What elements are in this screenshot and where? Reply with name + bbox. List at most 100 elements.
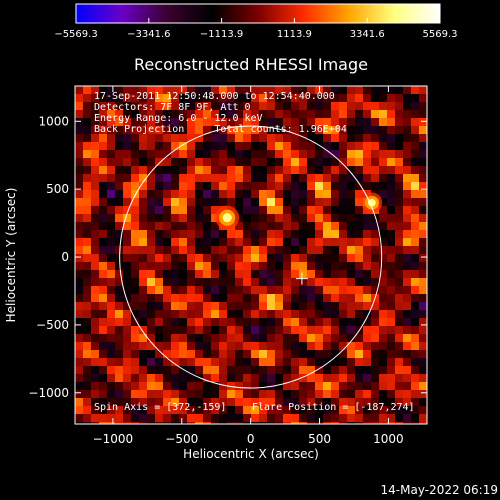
heatmap-cell [83, 110, 92, 119]
heatmap-cell [283, 166, 292, 175]
heatmap-cell [259, 230, 268, 239]
heatmap-cell [155, 422, 164, 424]
heatmap-cell [227, 246, 236, 255]
heatmap-cell [283, 310, 292, 319]
heatmap-cell [331, 150, 340, 159]
heatmap-cell [331, 382, 340, 391]
heatmap-cell [235, 382, 244, 391]
heatmap-cell [363, 262, 372, 271]
heatmap-cell [251, 414, 260, 423]
heatmap-cell [251, 294, 260, 303]
heatmap-cell [363, 166, 372, 175]
heatmap-cell [299, 350, 308, 359]
heatmap-cell [355, 102, 364, 111]
heatmap-cell [147, 382, 156, 391]
heatmap-cell [163, 414, 172, 423]
heatmap-cell [259, 198, 268, 207]
heatmap-cell [411, 238, 420, 247]
heatmap-cell [323, 310, 332, 319]
heatmap-cell [395, 262, 404, 271]
heatmap-cell [339, 342, 348, 351]
heatmap-cell [339, 94, 348, 103]
heatmap-cell [411, 342, 420, 351]
heatmap-cell [411, 318, 420, 327]
heatmap-cell [115, 102, 124, 111]
heatmap-cell [387, 102, 396, 111]
heatmap-cell [259, 358, 268, 367]
heatmap-cell [211, 318, 220, 327]
heatmap-cell [395, 150, 404, 159]
heatmap-cell [171, 206, 180, 215]
heatmap-cell [411, 214, 420, 223]
heatmap-cell [411, 86, 420, 95]
heatmap-cell [267, 158, 276, 167]
heatmap-cell [203, 422, 212, 424]
heatmap-cell [147, 158, 156, 167]
heatmap-cell [115, 294, 124, 303]
heatmap-cell [211, 270, 220, 279]
heatmap-cell [259, 134, 268, 143]
heatmap-cell [371, 342, 380, 351]
heatmap-cell [251, 182, 260, 191]
heatmap-cell [219, 246, 228, 255]
heatmap-cell [299, 374, 308, 383]
heatmap-cell [371, 182, 380, 191]
disk-center-marker [295, 272, 308, 285]
heatmap-cell [203, 206, 212, 215]
heatmap-cell [315, 262, 324, 271]
heatmap-cell [419, 102, 427, 111]
heatmap-cell [99, 142, 108, 151]
heatmap-cell [251, 302, 260, 311]
heatmap-cell [219, 238, 228, 247]
heatmap-cell [235, 158, 244, 167]
heatmap-cell [91, 350, 100, 359]
heatmap-cell [163, 390, 172, 399]
heatmap-cell [299, 134, 308, 143]
heatmap-cell [395, 174, 404, 183]
heatmap-cell [131, 94, 140, 103]
heatmap-cell [99, 278, 108, 287]
heatmap-cell [323, 118, 332, 127]
heatmap-cell [163, 134, 172, 143]
heatmap-cell [347, 254, 356, 263]
heatmap-cell [187, 358, 196, 367]
heatmap-cell [283, 382, 292, 391]
heatmap-cell [355, 118, 364, 127]
heatmap-cell [387, 286, 396, 295]
heatmap-cell [347, 110, 356, 119]
heatmap-cell [211, 126, 220, 135]
heatmap-cell [419, 294, 427, 303]
heatmap-cell [259, 310, 268, 319]
heatmap-cell [227, 94, 236, 103]
heatmap-cell [131, 222, 140, 231]
spin-axis-label: Spin Axis = [372,-159] [94, 402, 226, 413]
heatmap-cell [371, 318, 380, 327]
heatmap-cell [147, 118, 156, 127]
heatmap-cell [147, 198, 156, 207]
heatmap-cell [347, 414, 356, 423]
heatmap-cell [259, 302, 268, 311]
heatmap-cell [155, 278, 164, 287]
heatmap-cell [275, 230, 284, 239]
heatmap-cell [203, 246, 212, 255]
heatmap-cell [235, 374, 244, 383]
heatmap-cell [339, 118, 348, 127]
heatmap-cell [299, 270, 308, 279]
heatmap-cell [203, 238, 212, 247]
heatmap-cell [251, 246, 260, 255]
heatmap-cell [147, 150, 156, 159]
heatmap-cell [379, 174, 388, 183]
heatmap-cell [235, 166, 244, 175]
heatmap-cell [203, 126, 212, 135]
heatmap-cell [291, 158, 300, 167]
heatmap-cell [203, 398, 212, 407]
heatmap-cell [355, 358, 364, 367]
heatmap-cell [83, 206, 92, 215]
heatmap-cell [107, 238, 116, 247]
heatmap-cell [155, 246, 164, 255]
heatmap-cell [379, 358, 388, 367]
heatmap-cell [147, 286, 156, 295]
heatmap-cell [171, 238, 180, 247]
heatmap-cell [115, 350, 124, 359]
heatmap-cell [267, 222, 276, 231]
